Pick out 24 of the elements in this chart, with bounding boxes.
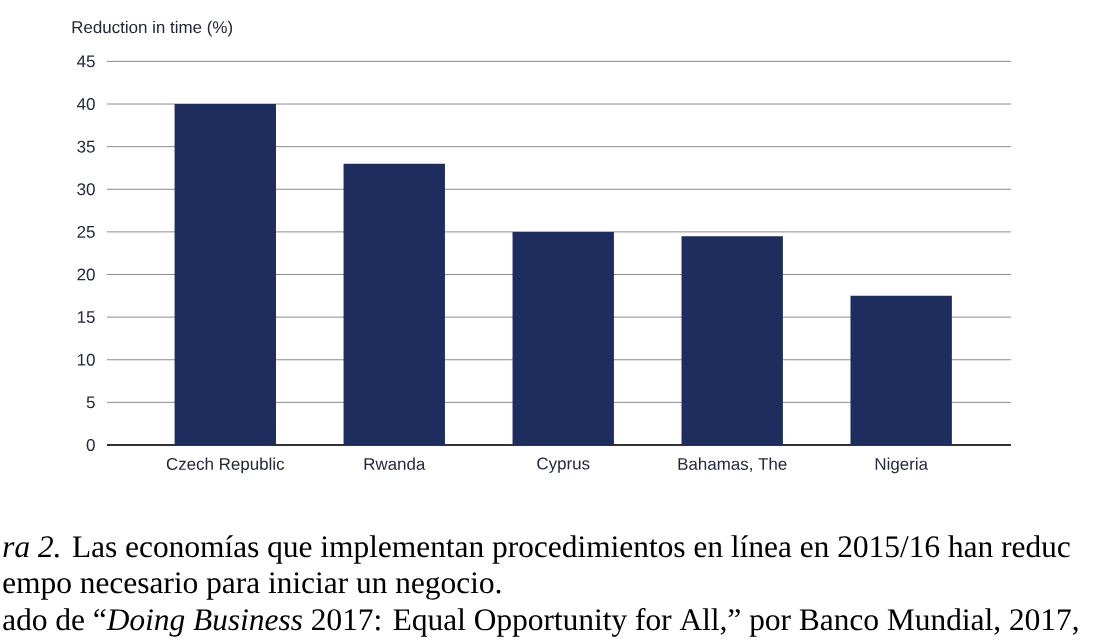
x-tick-label: Rwanda (364, 457, 426, 470)
text: ado de “Doing Business 2017: Equal Opportunity for All,” por Banco Mundial, 2017, (3, 607, 1078, 637)
x-tick-label: Cyprus (537, 457, 590, 473)
y-tick-label: 45 (77, 55, 95, 68)
x-tick-label: Nigeria (875, 457, 928, 474)
y-tick-label: 10 (77, 353, 95, 366)
y-tick-label: 30 (77, 183, 95, 196)
x-tick-label: Czech Republic (166, 457, 285, 474)
text: ra 2. Las economías que implementan procedimientos en línea en 2015/16 han reduc (3, 535, 1070, 564)
x-tick-label: Bahamas, The (678, 457, 787, 472)
bar (850, 295, 952, 445)
text: empo necesario para iniciar un negocio. (3, 572, 501, 600)
bar (681, 236, 783, 445)
y-tick-label: 25 (77, 225, 95, 238)
y-tick-label: 5 (86, 396, 95, 409)
y-tick-label: 40 (77, 98, 95, 111)
y-axis-title: Reduction in time (%) (72, 20, 233, 37)
y-tick-label: 15 (77, 311, 95, 324)
bar (343, 163, 445, 445)
y-tick-label: 35 (77, 140, 95, 153)
bar (174, 104, 276, 445)
bar (512, 231, 614, 445)
y-tick-label: 20 (77, 268, 95, 281)
y-tick-label: 0 (86, 439, 95, 451)
